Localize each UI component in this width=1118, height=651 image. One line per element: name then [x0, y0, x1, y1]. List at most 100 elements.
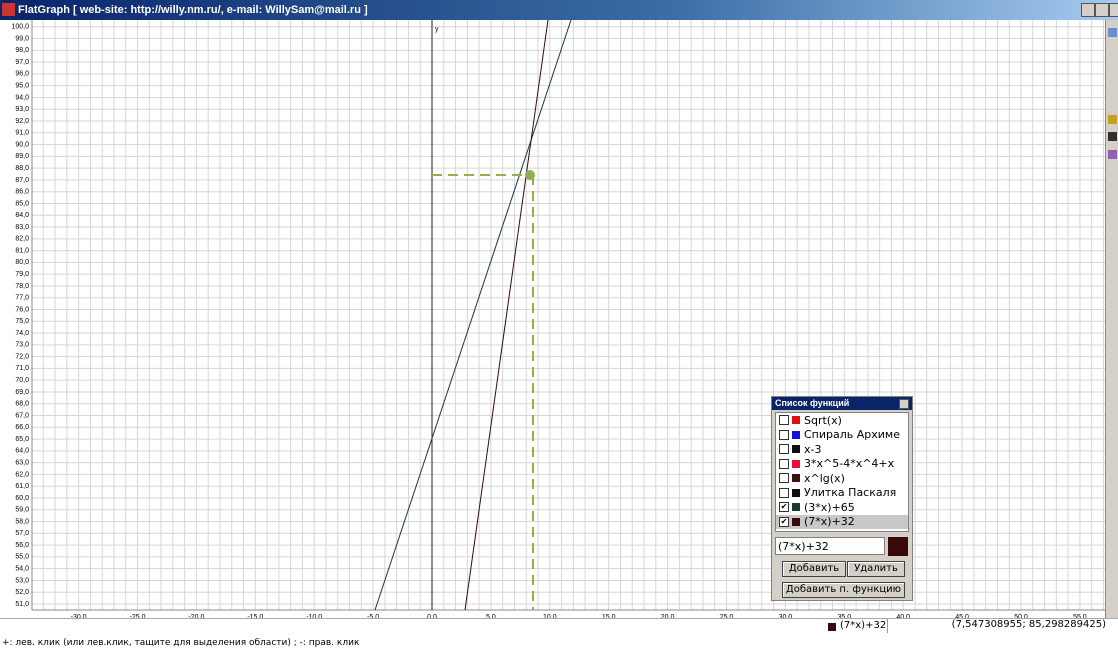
x-tick-label: 45,0 [955, 614, 969, 618]
title-bar: FlatGraph [ web-site: http://willy.nm.ru… [0, 0, 1118, 20]
y-tick-label: 99,0 [15, 35, 29, 42]
x-tick-label: 35,0 [837, 614, 851, 618]
function-item[interactable]: ✔ (3*x)+65 [776, 500, 908, 515]
color-swatch [792, 488, 800, 497]
function-item[interactable]: Sqrt(x) [776, 413, 908, 428]
checkbox[interactable]: ✔ [779, 516, 789, 527]
y-tick-label: 57,0 [15, 530, 29, 537]
x-tick-label: 0,0 [427, 614, 437, 618]
color-swatch [792, 503, 800, 512]
status-color [828, 623, 836, 631]
y-tick-label: 51,0 [15, 601, 29, 608]
checkbox[interactable]: ✔ [779, 502, 789, 513]
x-tick-label: 25,0 [720, 614, 734, 618]
minimize-button[interactable] [1081, 3, 1095, 17]
y-tick-label: 59,0 [15, 507, 29, 514]
function-label: 3*x^5-4*x^4+x [804, 457, 895, 471]
y-tick-label: 78,0 [15, 283, 29, 290]
function-item[interactable]: Спираль Архиме [776, 428, 908, 443]
tool-icon[interactable] [1108, 115, 1117, 124]
y-tick-label: 79,0 [15, 271, 29, 278]
y-tick-label: 56,0 [15, 542, 29, 549]
function-item[interactable]: x^lg(x) [776, 471, 908, 486]
y-tick-label: 68,0 [15, 401, 29, 408]
function-item[interactable]: ✔ (7*x)+32 [776, 514, 908, 529]
tool-icon[interactable] [1108, 132, 1117, 141]
window-title: FlatGraph [ web-site: http://willy.nm.ru… [18, 4, 368, 16]
y-tick-label: 90,0 [15, 141, 29, 148]
y-tick-label: 67,0 [15, 412, 29, 419]
remove-button[interactable]: Удалить [847, 561, 905, 577]
function-input[interactable]: (7*x)+32 [775, 537, 885, 555]
x-tick-label: 30,0 [779, 614, 793, 618]
y-tick-label: 69,0 [15, 389, 29, 396]
function-label: Спираль Архиме [804, 428, 900, 442]
y-tick-label: 72,0 [15, 353, 29, 360]
y-tick-label: 93,0 [15, 106, 29, 113]
status-function: (7*x)+32 [840, 620, 887, 631]
status-bar: (7*x)+32 (7,547308955; 85,298289425) +: … [0, 618, 1118, 648]
y-tick-label: 77,0 [15, 295, 29, 302]
x-tick-label: 5,0 [486, 614, 496, 618]
y-tick-label: 95,0 [15, 83, 29, 90]
y-tick-label: 65,0 [15, 436, 29, 443]
close-button[interactable] [1109, 3, 1118, 17]
function-label: Sqrt(x) [804, 413, 842, 427]
x-tick-label: -15,0 [247, 614, 263, 618]
checkbox[interactable] [779, 415, 789, 426]
color-swatch [792, 517, 800, 526]
y-tick-label: 92,0 [15, 118, 29, 125]
y-tick-label: 52,0 [15, 589, 29, 596]
function-item[interactable]: Улитка Паскаля [776, 486, 908, 501]
color-swatch [792, 474, 800, 483]
y-tick-label: 61,0 [15, 483, 29, 490]
y-tick-label: 91,0 [15, 130, 29, 137]
x-tick-label: 20,0 [661, 614, 675, 618]
checkbox[interactable] [779, 487, 789, 498]
y-tick-label: 85,0 [15, 200, 29, 207]
close-button[interactable] [899, 399, 909, 409]
hint-text: +: лев. клик (или лев.клик, тащите для в… [2, 638, 360, 648]
checkbox[interactable] [779, 473, 789, 484]
x-tick-label: -5,0 [367, 614, 379, 618]
x-tick-label: 50,0 [1014, 614, 1028, 618]
function-curve [374, 20, 572, 611]
y-tick-label: 54,0 [15, 566, 29, 573]
y-tick-label: 62,0 [15, 471, 29, 478]
x-tick-label: -30,0 [71, 614, 87, 618]
y-tick-label: 76,0 [15, 306, 29, 313]
function-label: (3*x)+65 [804, 500, 855, 514]
checkbox[interactable] [779, 444, 789, 455]
maximize-button[interactable] [1095, 3, 1109, 17]
y-tick-label: 60,0 [15, 495, 29, 502]
y-tick-label: 100,0 [11, 24, 29, 31]
y-tick-label: 88,0 [15, 165, 29, 172]
y-tick-label: 89,0 [15, 153, 29, 160]
tool-icon[interactable] [1108, 150, 1117, 159]
status-coords: (7,547308955; 85,298289425) [887, 619, 1106, 633]
y-tick-label: 66,0 [15, 424, 29, 431]
add-param-button[interactable]: Добавить п. функцию [782, 582, 905, 598]
plot-area[interactable]: y 51,0 52,0 53,0 54,0 55,0 56,0 57,0 58,0 59,0 60,… [0, 20, 1105, 618]
x-tick-label: 55,0 [1073, 614, 1087, 618]
checkbox[interactable] [779, 458, 789, 469]
function-label: x^lg(x) [804, 471, 845, 485]
y-tick-label: 75,0 [15, 318, 29, 325]
checkbox[interactable] [779, 429, 789, 440]
function-item[interactable]: 3*x^5-4*x^4+x [776, 457, 908, 472]
x-tick-label: -10,0 [306, 614, 322, 618]
function-listbox: Sqrt(x) Спираль Архиме x-3 3*x^5-4*x^4+x x^l… [775, 412, 909, 532]
add-button[interactable]: Добавить [782, 561, 846, 577]
app-icon [2, 3, 15, 16]
color-picker[interactable] [888, 537, 908, 556]
function-item[interactable]: x-3 [776, 442, 908, 457]
y-tick-label: 70,0 [15, 377, 29, 384]
y-axis-label: y [435, 26, 439, 33]
tool-icon[interactable] [1108, 28, 1117, 37]
function-curve [464, 20, 549, 611]
y-tick-label: 63,0 [15, 459, 29, 466]
y-tick-label: 94,0 [15, 94, 29, 101]
y-tick-label: 53,0 [15, 577, 29, 584]
x-tick-label: 15,0 [602, 614, 616, 618]
